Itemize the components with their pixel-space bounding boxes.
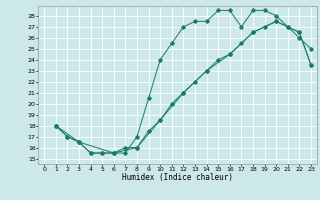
X-axis label: Humidex (Indice chaleur): Humidex (Indice chaleur) xyxy=(122,173,233,182)
